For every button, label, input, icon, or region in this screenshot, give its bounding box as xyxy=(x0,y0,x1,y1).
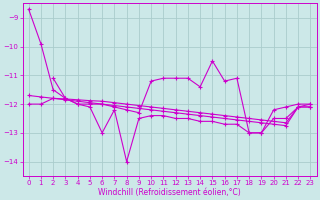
X-axis label: Windchill (Refroidissement éolien,°C): Windchill (Refroidissement éolien,°C) xyxy=(98,188,241,197)
